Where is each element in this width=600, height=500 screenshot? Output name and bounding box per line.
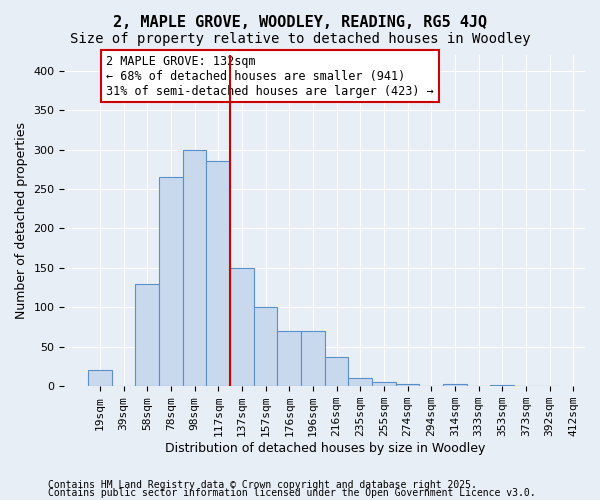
Y-axis label: Number of detached properties: Number of detached properties <box>15 122 28 319</box>
Bar <box>277 331 301 386</box>
Bar <box>325 357 349 386</box>
Bar <box>136 284 159 386</box>
Bar <box>395 384 419 386</box>
Bar <box>206 162 230 386</box>
Bar <box>301 331 325 386</box>
Bar <box>230 268 254 386</box>
Text: Size of property relative to detached houses in Woodley: Size of property relative to detached ho… <box>70 32 530 46</box>
Bar <box>254 308 277 386</box>
Bar <box>349 378 372 386</box>
Bar <box>159 177 183 386</box>
Bar <box>372 382 395 386</box>
Bar <box>183 150 206 386</box>
Text: Contains public sector information licensed under the Open Government Licence v3: Contains public sector information licen… <box>48 488 536 498</box>
Bar <box>443 384 467 386</box>
Bar <box>88 370 112 386</box>
Text: 2 MAPLE GROVE: 132sqm
← 68% of detached houses are smaller (941)
31% of semi-det: 2 MAPLE GROVE: 132sqm ← 68% of detached … <box>106 54 434 98</box>
X-axis label: Distribution of detached houses by size in Woodley: Distribution of detached houses by size … <box>164 442 485 455</box>
Text: Contains HM Land Registry data © Crown copyright and database right 2025.: Contains HM Land Registry data © Crown c… <box>48 480 477 490</box>
Text: 2, MAPLE GROVE, WOODLEY, READING, RG5 4JQ: 2, MAPLE GROVE, WOODLEY, READING, RG5 4J… <box>113 15 487 30</box>
